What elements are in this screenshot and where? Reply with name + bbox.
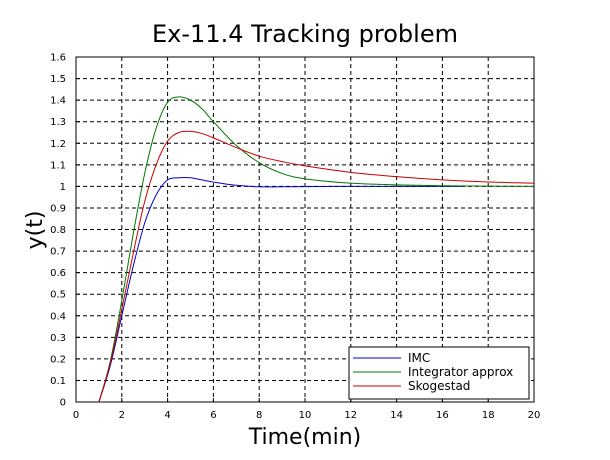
x-tick-label: 14	[390, 410, 403, 421]
y-tick-label: 0.3	[50, 333, 66, 344]
series-line-integrator-approx	[98, 96, 535, 403]
x-tick-label: 10	[299, 410, 312, 421]
y-tick-label: 1.2	[50, 139, 66, 150]
y-tick-label: 1	[60, 182, 66, 193]
y-tick-label: 1.6	[50, 53, 66, 64]
x-tick-label: 4	[164, 410, 170, 421]
y-tick-label: 1.4	[50, 96, 66, 107]
y-tick-label: 0.6	[50, 268, 66, 279]
axis-ticks: 0 2 4 6 8 10 12 14 16 18 20 0 0.1 0.2 0.3 0.4 0.5 0.6 0.7 0…	[50, 53, 540, 422]
series-line-imc	[98, 176, 466, 403]
y-tick-label: 0.9	[50, 203, 66, 214]
y-tick-label: 1.5	[50, 74, 66, 85]
chart-title: Ex-11.4 Tracking problem	[152, 20, 458, 48]
y-tick-label: 0.4	[50, 311, 66, 322]
legend-label-integrator-approx: Integrator approx	[408, 365, 513, 379]
x-tick-label: 18	[482, 410, 495, 421]
x-tick-label: 6	[210, 410, 216, 421]
x-tick-label: 0	[73, 410, 79, 421]
legend-label-skogestad: Skogestad	[408, 379, 470, 393]
y-tick-label: 0.7	[50, 247, 66, 258]
x-tick-label: 16	[436, 410, 449, 421]
plot-area: 0 2 4 6 8 10 12 14 16 18 20 0 0.1 0.2 0.3 0.4 0.5 0.6 0.7 0…	[50, 53, 540, 422]
y-tick-label: 0.1	[50, 376, 66, 387]
x-tick-label: 8	[256, 410, 262, 421]
y-axis-label: y(t)	[23, 211, 48, 250]
y-tick-label: 0	[60, 398, 66, 409]
legend-label-imc: IMC	[408, 351, 430, 365]
x-tick-label: 2	[119, 410, 125, 421]
series-lines	[98, 96, 535, 403]
y-tick-label: 1.1	[50, 160, 66, 171]
y-tick-label: 0.5	[50, 290, 66, 301]
y-tick-label: 0.8	[50, 225, 66, 236]
y-tick-label: 1.3	[50, 117, 66, 128]
x-axis-label: Time(min)	[248, 425, 362, 450]
series-line-skogestad	[98, 130, 535, 403]
x-tick-label: 20	[528, 410, 541, 421]
y-tick-label: 0.2	[50, 354, 66, 365]
x-tick-label: 12	[344, 410, 357, 421]
legend-box	[348, 346, 530, 400]
